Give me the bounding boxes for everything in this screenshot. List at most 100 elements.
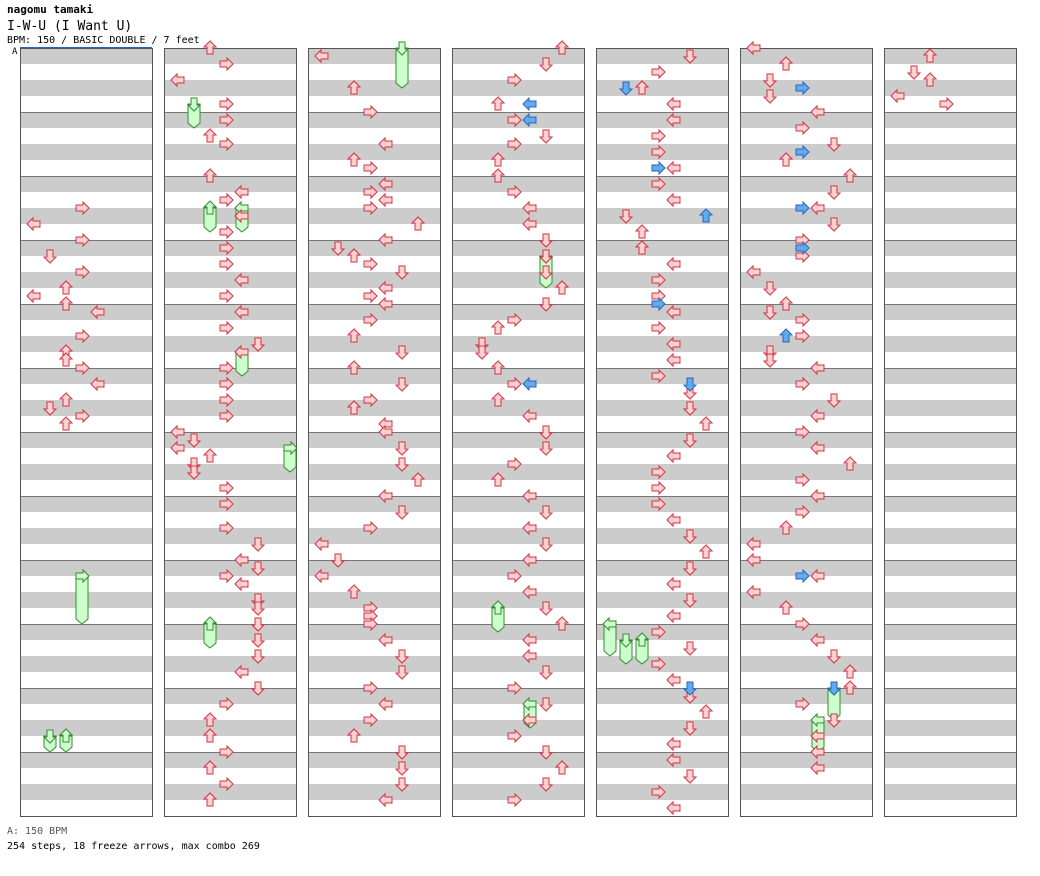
step-arrow-p2-left bbox=[522, 520, 537, 536]
chart-column bbox=[308, 48, 441, 817]
step-arrow-p1-up bbox=[490, 152, 506, 167]
step-arrow-p1-right bbox=[507, 136, 522, 152]
step-arrow-p2-down bbox=[682, 401, 698, 416]
step-arrow-p1-right bbox=[219, 256, 234, 272]
step-arrow-p2-down bbox=[538, 249, 554, 264]
step-arrow-p2-up bbox=[842, 456, 858, 471]
step-arrow-p1-down bbox=[42, 249, 58, 264]
step-arrow-p2-left bbox=[810, 360, 825, 376]
step-arrow-p1-left bbox=[26, 216, 41, 232]
step-arrow-p2-left bbox=[378, 696, 393, 712]
chart-column bbox=[20, 48, 153, 817]
step-arrow-p2-down bbox=[394, 377, 410, 392]
freeze-head-p1-down bbox=[618, 633, 634, 648]
step-arrow-p2-left bbox=[666, 352, 681, 368]
step-arrow-p2-left bbox=[666, 752, 681, 768]
step-arrow-p1-left bbox=[890, 88, 905, 104]
freeze-head-p1-up bbox=[202, 616, 218, 631]
step-arrow-p1-right bbox=[75, 264, 90, 280]
step-arrow-p1-right bbox=[651, 656, 666, 672]
freeze-head-p1-up bbox=[634, 632, 650, 647]
step-arrow-p1-right bbox=[507, 568, 522, 584]
step-arrow-p1-right bbox=[795, 328, 810, 344]
artist-name: nagomu tamaki bbox=[7, 3, 94, 16]
step-arrow-p1-up bbox=[490, 96, 506, 111]
freeze-head-p1-up bbox=[490, 600, 506, 615]
freeze-head-p1-up bbox=[58, 728, 74, 743]
step-arrow-p1-right bbox=[507, 112, 522, 128]
step-arrow-p1-left bbox=[170, 440, 185, 456]
step-arrow-p2-down bbox=[538, 57, 554, 72]
step-arrow-p1-left bbox=[26, 288, 41, 304]
blue-arrow-p1-right bbox=[651, 296, 666, 312]
step-arrow-p2-left bbox=[810, 104, 825, 120]
step-arrow-p1-up bbox=[490, 472, 506, 487]
step-arrow-p1-right bbox=[651, 624, 666, 640]
bpm-marker-line bbox=[20, 47, 152, 48]
step-arrow-p1-up bbox=[346, 328, 362, 343]
step-arrow-p2-up bbox=[698, 416, 714, 431]
step-arrow-p2-left bbox=[522, 488, 537, 504]
step-arrow-p2-up bbox=[410, 472, 426, 487]
step-arrow-p1-left bbox=[746, 536, 761, 552]
step-arrow-p2-down bbox=[250, 681, 266, 696]
step-arrow-p1-right bbox=[75, 360, 90, 376]
step-arrow-p1-left bbox=[746, 584, 761, 600]
step-arrow-p2-left bbox=[666, 672, 681, 688]
step-arrow-p2-down bbox=[538, 777, 554, 792]
step-arrow-p1-right bbox=[795, 424, 810, 440]
step-arrow-p1-up bbox=[58, 392, 74, 407]
step-arrow-p1-down bbox=[762, 353, 778, 368]
step-arrow-p1-right bbox=[219, 496, 234, 512]
freeze-arrow-p2-left bbox=[235, 351, 249, 377]
step-arrow-p2-up bbox=[554, 280, 570, 295]
step-arrow-p1-right bbox=[363, 712, 378, 728]
step-arrow-p1-right bbox=[363, 520, 378, 536]
step-arrow-p1-right bbox=[363, 680, 378, 696]
step-arrow-p1-up bbox=[922, 48, 938, 63]
step-arrow-p1-right bbox=[795, 120, 810, 136]
step-arrow-p2-left bbox=[666, 160, 681, 176]
step-arrow-p1-down bbox=[42, 401, 58, 416]
freeze-head-p1-left bbox=[602, 616, 617, 632]
step-arrow-p1-right bbox=[795, 696, 810, 712]
step-arrow-p2-left bbox=[810, 408, 825, 424]
step-arrow-p1-right bbox=[219, 288, 234, 304]
step-arrow-p2-left bbox=[522, 408, 537, 424]
step-arrow-p2-down bbox=[538, 265, 554, 280]
step-arrow-p1-left bbox=[314, 536, 329, 552]
step-arrow-p1-right bbox=[651, 464, 666, 480]
step-arrow-p1-up bbox=[778, 56, 794, 71]
step-arrow-p2-left bbox=[810, 632, 825, 648]
step-arrow-p1-right bbox=[651, 64, 666, 80]
step-arrow-p2-up bbox=[698, 544, 714, 559]
step-arrow-p1-up bbox=[346, 728, 362, 743]
blue-arrow-p2-left bbox=[522, 112, 537, 128]
step-arrow-p2-down bbox=[538, 665, 554, 680]
step-arrow-p1-left bbox=[314, 48, 329, 64]
step-arrow-p1-right bbox=[219, 568, 234, 584]
step-arrow-p2-down bbox=[394, 265, 410, 280]
step-arrow-p1-right bbox=[363, 616, 378, 632]
step-arrow-p1-up bbox=[778, 296, 794, 311]
step-arrow-p2-left bbox=[522, 632, 537, 648]
step-arrow-p1-down bbox=[186, 465, 202, 480]
step-arrow-p2-up bbox=[554, 760, 570, 775]
step-arrow-p2-down bbox=[682, 529, 698, 544]
step-arrow-p1-right bbox=[651, 320, 666, 336]
step-arrow-p1-down bbox=[330, 553, 346, 568]
freeze-head-p2-right bbox=[283, 440, 298, 456]
step-arrow-p1-right bbox=[219, 112, 234, 128]
step-arrow-p1-right bbox=[363, 200, 378, 216]
song-title: I-W-U (I Want U) bbox=[7, 19, 133, 34]
step-arrow-p1-down bbox=[762, 305, 778, 320]
step-arrow-p2-down bbox=[538, 233, 554, 248]
step-arrow-p2-down bbox=[826, 713, 842, 728]
step-arrow-p1-right bbox=[507, 680, 522, 696]
chart-stats: 254 steps, 18 freeze arrows, max combo 2… bbox=[7, 841, 260, 852]
step-arrow-p1-down bbox=[762, 89, 778, 104]
blue-arrow-p2-left bbox=[522, 376, 537, 392]
step-arrow-p2-left bbox=[234, 344, 249, 360]
step-arrow-p1-left bbox=[746, 264, 761, 280]
step-arrow-p1-right bbox=[651, 480, 666, 496]
